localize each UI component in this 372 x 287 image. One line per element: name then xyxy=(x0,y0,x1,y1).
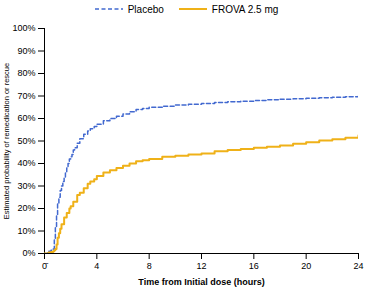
svg-text:Estimated probability of remed: Estimated probability of remedication or… xyxy=(2,63,11,219)
svg-text:100%: 100% xyxy=(12,23,35,33)
svg-text:30%: 30% xyxy=(17,181,35,191)
html-text:Placebo: Placebo xyxy=(127,3,164,15)
svg-text:12: 12 xyxy=(196,261,206,271)
svg-text:40%: 40% xyxy=(17,158,35,168)
svg-text:50%: 50% xyxy=(17,136,35,146)
svg-text:20: 20 xyxy=(301,261,311,271)
svg-text:24: 24 xyxy=(353,261,363,271)
svg-text:16: 16 xyxy=(249,261,259,271)
svg-text:70%: 70% xyxy=(17,91,35,101)
svg-text:Time from Initial dose (hours): Time from Initial dose (hours) xyxy=(138,277,264,287)
svg-text:60%: 60% xyxy=(17,113,35,123)
svg-text:10%: 10% xyxy=(17,226,35,236)
svg-text:80%: 80% xyxy=(17,68,35,78)
svg-text:0̄: 0̄ xyxy=(42,261,49,271)
svg-text:90%: 90% xyxy=(17,46,35,56)
svg-text:4: 4 xyxy=(94,261,99,271)
svg-text:20%: 20% xyxy=(17,203,35,213)
svg-text:8: 8 xyxy=(147,261,152,271)
svg-text:0%: 0% xyxy=(22,248,35,258)
html-text:FROVA 2.5 mg: FROVA 2.5 mg xyxy=(211,3,279,15)
